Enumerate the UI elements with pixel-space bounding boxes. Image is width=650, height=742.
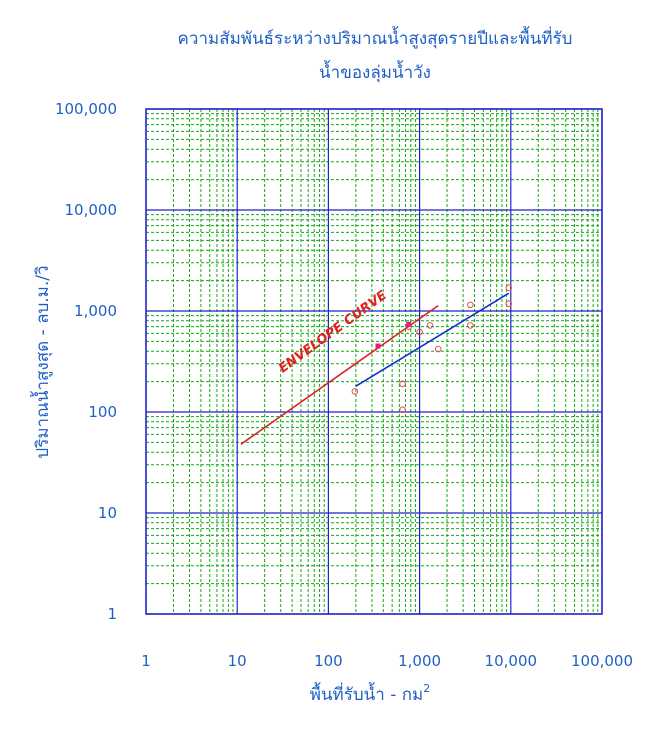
x-tick-label: 10,000 <box>485 652 538 670</box>
y-tick-labels: 1 10 100 1,000 10,000 100,000 <box>55 100 117 623</box>
envelope-curve-line <box>240 304 439 445</box>
data-point <box>416 328 423 336</box>
highlight-point <box>375 343 381 349</box>
data-point <box>467 322 474 329</box>
minor-grid <box>146 109 602 614</box>
data-point <box>399 406 406 414</box>
x-tick-label: 100 <box>314 652 343 670</box>
regression-line <box>355 292 510 387</box>
x-axis-label-superscript: 2 <box>423 682 430 695</box>
y-tick-label: 100 <box>88 403 117 421</box>
data-point <box>505 284 513 292</box>
y-tick-label: 10 <box>98 504 117 522</box>
data-point <box>399 380 406 388</box>
y-axis-label: ปริมาณน้ำสูงสุด - ลบ.ม./วิ <box>30 265 53 458</box>
y-tick-label: 100,000 <box>55 100 117 118</box>
highlight-point <box>406 321 412 327</box>
chart-title-line-1: ความสัมพันธ์ระหว่างปริมาณน้ำสูงสุดรายปีแ… <box>178 26 573 49</box>
data-point <box>467 301 474 309</box>
y-tick-label: 1 <box>107 605 117 623</box>
chart-title-line-2: น้ำของลุ่มน้ำวัง <box>319 60 431 83</box>
plot-background <box>146 109 602 614</box>
data-point <box>351 388 359 395</box>
data-point <box>434 345 442 353</box>
x-axis-label-text: พื้นที่รับน้ำ - กม <box>310 682 424 705</box>
x-axis-label: พื้นที่รับน้ำ - กม2 <box>310 682 431 705</box>
y-tick-label: 1,000 <box>74 302 117 320</box>
plot-border <box>145 108 603 615</box>
data-point <box>505 300 513 308</box>
x-tick-label: 100,000 <box>571 652 633 670</box>
x-tick-label: 1 <box>141 652 151 670</box>
plot-area <box>146 109 602 614</box>
x-tick-label: 10 <box>228 652 247 670</box>
data-series <box>240 284 513 445</box>
data-point <box>426 322 434 329</box>
major-grid <box>145 108 603 615</box>
y-tick-label: 10,000 <box>65 201 118 219</box>
x-tick-label: 1,000 <box>398 652 441 670</box>
x-tick-labels: 1 10 100 1,000 10,000 100,000 <box>141 652 633 670</box>
